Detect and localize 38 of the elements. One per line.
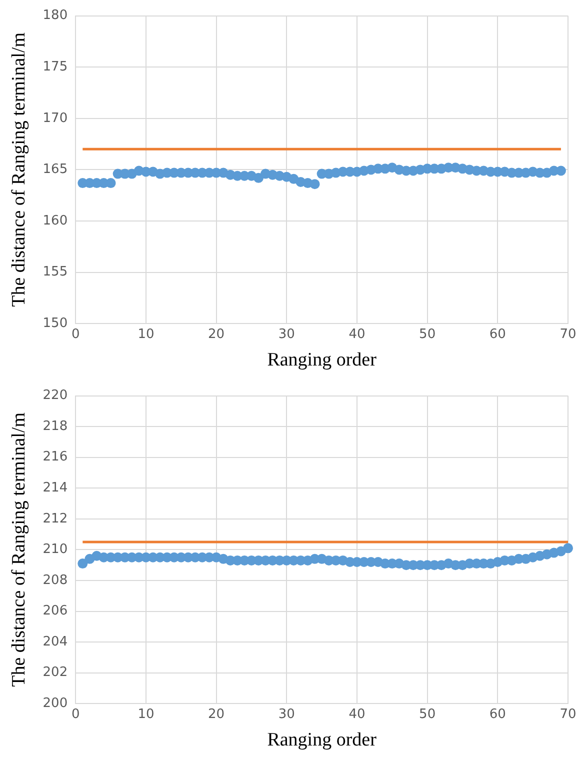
y-tick-label: 210	[42, 542, 68, 558]
x-tick-label: 70	[560, 326, 576, 342]
x-tick-label: 50	[419, 326, 436, 342]
y-tick-label: 202	[42, 665, 68, 680]
y-axis-title: The distance of Ranging terminal/m	[8, 32, 30, 307]
x-tick-label: 0	[71, 706, 80, 722]
x-axis-title: Ranging order	[267, 730, 378, 751]
x-tick-label: 30	[278, 706, 295, 722]
x-tick-label: 60	[489, 706, 506, 722]
x-tick-label: 20	[208, 326, 225, 342]
x-tick-label: 40	[348, 326, 366, 342]
y-tick-label: 165	[42, 162, 68, 178]
x-tick-label: 70	[560, 706, 576, 722]
x-tick-label: 30	[278, 326, 295, 342]
x-axis-title: Ranging order	[267, 350, 378, 371]
y-tick-label: 200	[42, 696, 68, 711]
y-tick-label: 218	[42, 418, 68, 434]
y-tick-label: 212	[42, 511, 68, 526]
y-tick-label: 204	[42, 634, 68, 650]
x-tick-label: 40	[348, 706, 366, 722]
y-tick-label: 214	[42, 480, 68, 496]
x-tick-label: 10	[138, 326, 154, 342]
y-axis-title: The distance of Ranging terminal/m	[8, 412, 30, 687]
x-tick-label: 60	[489, 326, 506, 342]
x-tick-label: 50	[419, 706, 436, 722]
y-tick-label: 220	[42, 388, 68, 404]
x-tick-label: 20	[208, 706, 225, 722]
y-tick-label: 206	[42, 604, 68, 619]
x-tick-label: 10	[138, 706, 154, 722]
y-tick-label: 160	[42, 213, 68, 228]
y-tick-label: 208	[42, 572, 68, 588]
y-tick-label: 180	[42, 8, 68, 24]
y-tick-label: 150	[42, 316, 68, 331]
y-tick-label: 155	[42, 264, 68, 280]
x-tick-label: 0	[71, 326, 80, 342]
y-tick-label: 175	[42, 59, 68, 74]
y-tick-label: 170	[42, 110, 68, 126]
y-tick-label: 216	[42, 450, 68, 465]
